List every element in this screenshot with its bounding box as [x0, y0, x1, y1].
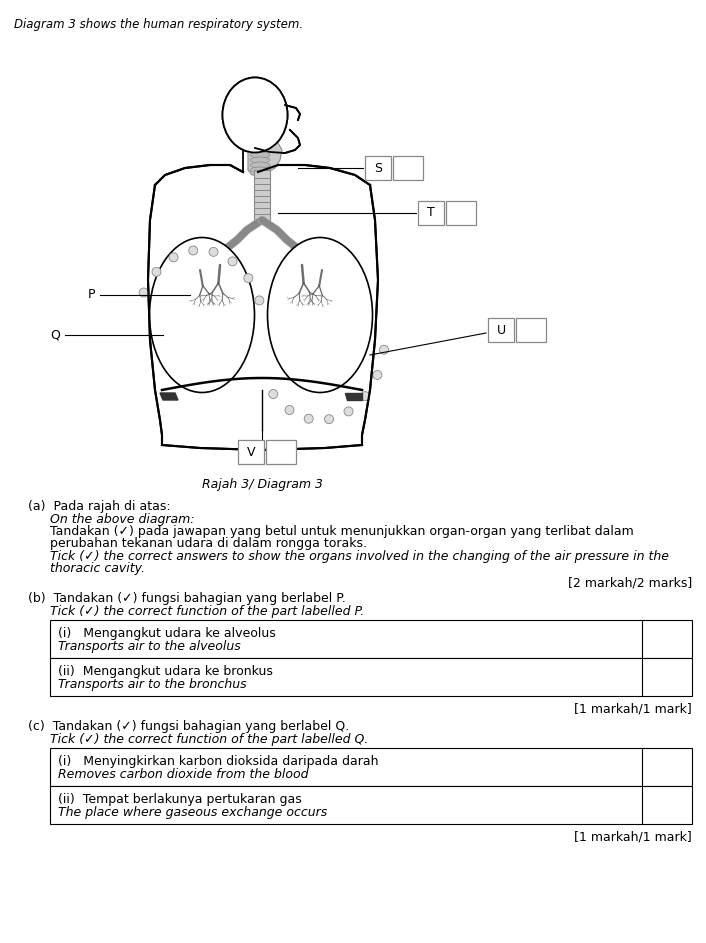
- Text: Diagram 3 shows the human respiratory system.: Diagram 3 shows the human respiratory sy…: [14, 18, 303, 31]
- Text: U: U: [496, 323, 505, 337]
- Circle shape: [189, 246, 198, 255]
- Text: Removes carbon dioxide from the blood: Removes carbon dioxide from the blood: [58, 768, 309, 781]
- Ellipse shape: [250, 152, 270, 158]
- Bar: [50, 786, 692, 824]
- Text: thoracic cavity.: thoracic cavity.: [50, 562, 145, 575]
- Circle shape: [373, 371, 382, 379]
- Circle shape: [380, 345, 388, 355]
- Circle shape: [361, 391, 370, 401]
- Ellipse shape: [250, 167, 270, 173]
- Text: (a)  Pada rajah di atas:: (a) Pada rajah di atas:: [28, 500, 171, 513]
- Circle shape: [255, 296, 264, 305]
- Ellipse shape: [250, 157, 270, 163]
- Circle shape: [304, 414, 313, 423]
- Text: The place where gaseous exchange occurs: The place where gaseous exchange occurs: [58, 806, 328, 819]
- Polygon shape: [160, 393, 178, 400]
- Polygon shape: [155, 165, 378, 450]
- Text: Rajah 3/ Diagram 3: Rajah 3/ Diagram 3: [201, 478, 323, 491]
- Polygon shape: [345, 393, 362, 400]
- Bar: [254, 170, 270, 220]
- Circle shape: [285, 405, 294, 415]
- Text: Q: Q: [50, 328, 60, 341]
- Circle shape: [344, 406, 353, 416]
- Bar: [50, 658, 692, 696]
- Polygon shape: [248, 138, 282, 175]
- Text: Transports air to the alveolus: Transports air to the alveolus: [58, 640, 241, 653]
- Circle shape: [209, 247, 218, 256]
- Text: (i)   Menyingkirkan karbon dioksida daripada darah: (i) Menyingkirkan karbon dioksida daripa…: [58, 755, 378, 768]
- Text: [1 markah/1 mark]: [1 markah/1 mark]: [574, 703, 692, 716]
- Bar: [393, 156, 423, 180]
- Text: S: S: [374, 161, 382, 174]
- Text: Tick (✓) the correct function of the part labelled P.: Tick (✓) the correct function of the par…: [50, 605, 364, 618]
- Ellipse shape: [250, 162, 270, 168]
- Text: (ii)  Tempat berlakunya pertukaran gas: (ii) Tempat berlakunya pertukaran gas: [58, 793, 301, 806]
- Text: Transports air to the bronchus: Transports air to the bronchus: [58, 678, 246, 691]
- Circle shape: [228, 256, 237, 266]
- Circle shape: [169, 253, 178, 262]
- Text: Tick (✓) the correct function of the part labelled Q.: Tick (✓) the correct function of the par…: [50, 733, 369, 746]
- Text: (b)  Tandakan (✓) fungsi bahagian yang berlabel P.: (b) Tandakan (✓) fungsi bahagian yang be…: [28, 592, 346, 605]
- Bar: [50, 748, 692, 786]
- Text: (i)   Mengangkut udara ke alveolus: (i) Mengangkut udara ke alveolus: [58, 627, 276, 640]
- Bar: [266, 440, 296, 464]
- Text: perubahan tekanan udara di dalam rongga toraks.: perubahan tekanan udara di dalam rongga …: [50, 537, 367, 550]
- Text: [2 markah/2 marks]: [2 markah/2 marks]: [568, 576, 692, 589]
- Bar: [418, 201, 444, 225]
- Circle shape: [139, 288, 148, 297]
- Bar: [238, 440, 264, 464]
- Text: (ii)  Mengangkut udara ke bronkus: (ii) Mengangkut udara ke bronkus: [58, 665, 273, 678]
- Bar: [446, 201, 476, 225]
- Bar: [50, 620, 692, 658]
- Text: V: V: [247, 445, 256, 458]
- Text: On the above diagram:: On the above diagram:: [50, 513, 194, 526]
- Text: T: T: [427, 207, 435, 220]
- Circle shape: [244, 273, 253, 283]
- Bar: [516, 318, 546, 342]
- Circle shape: [325, 415, 333, 423]
- Ellipse shape: [222, 77, 287, 153]
- Text: (c)  Tandakan (✓) fungsi bahagian yang berlabel Q.: (c) Tandakan (✓) fungsi bahagian yang be…: [28, 720, 349, 733]
- Ellipse shape: [222, 77, 287, 153]
- Circle shape: [269, 389, 277, 399]
- Text: Tick (✓) the correct answers to show the organs involved in the changing of the : Tick (✓) the correct answers to show the…: [50, 550, 669, 563]
- Text: [1 markah/1 mark]: [1 markah/1 mark]: [574, 831, 692, 844]
- Text: P: P: [88, 289, 95, 302]
- Bar: [488, 318, 514, 342]
- Text: Tandakan (✓) pada jawapan yang betul untuk menunjukkan organ-organ yang terlibat: Tandakan (✓) pada jawapan yang betul unt…: [50, 525, 634, 538]
- Ellipse shape: [150, 238, 254, 392]
- Circle shape: [152, 267, 161, 276]
- Ellipse shape: [268, 238, 373, 392]
- Bar: [365, 156, 391, 180]
